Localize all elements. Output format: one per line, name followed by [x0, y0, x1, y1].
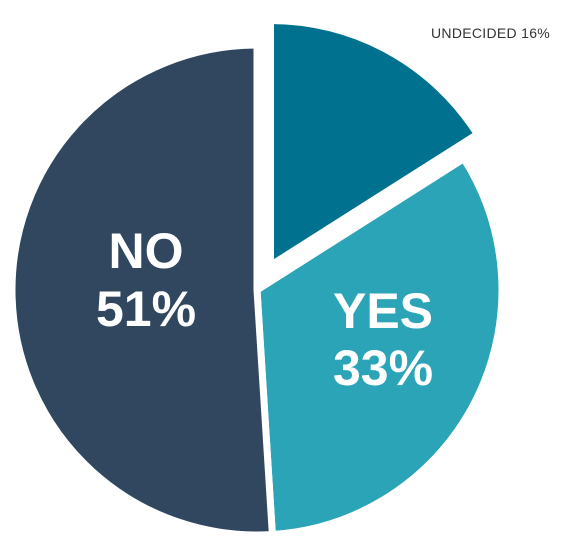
slice-label-undecided: UNDECIDED 16%	[431, 25, 550, 41]
pie-slice-undecided	[266, 16, 483, 272]
slice-label-yes-name: YES	[333, 283, 433, 339]
pie-slice-no	[8, 41, 276, 536]
slices-layer	[8, 16, 506, 536]
slice-label-no-value: 51%	[96, 281, 196, 337]
slice-label-no-name: NO	[109, 223, 184, 279]
slice-label-yes-value: 33%	[333, 340, 433, 396]
pie-slice-yes	[253, 153, 506, 536]
